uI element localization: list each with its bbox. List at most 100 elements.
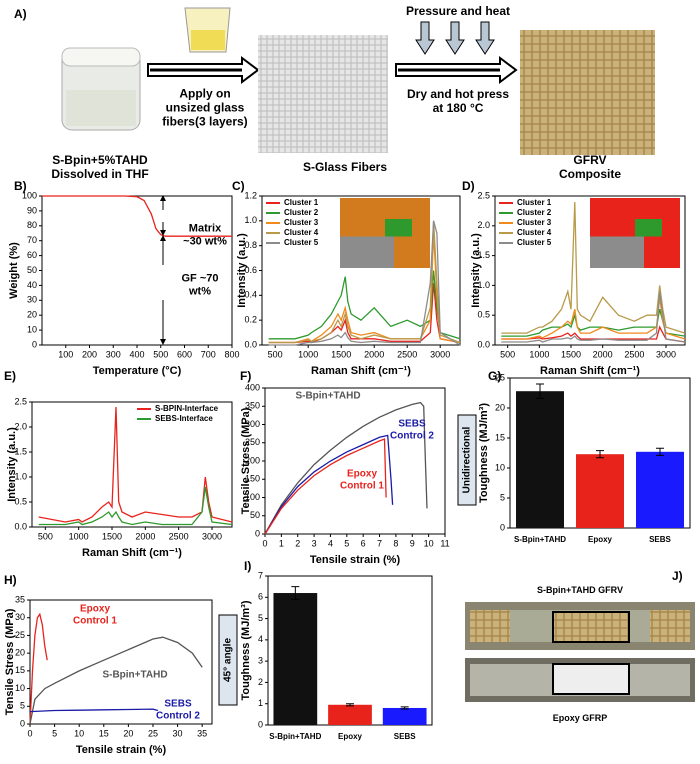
series-line [268,270,461,340]
x-tick-label: 200 [82,349,97,359]
x-tick-label: 2500 [624,349,644,359]
x-axis-label: Tensile strain (%) [76,744,167,756]
inset-map [385,219,412,237]
x-tick-label: 2500 [169,531,189,541]
y-tick-label: 1.2 [244,190,257,200]
y-tick-label: 0.4 [244,290,257,300]
x-tick-label: 500 [500,349,515,359]
x-tick-label: 9 [410,538,415,548]
caption: S-Glass Fibers [302,160,388,175]
y-tick-label: 1 [258,698,263,708]
y-tick-label: 0.5 [477,310,490,320]
panel-label: F) [240,369,252,383]
x-tick-label: 3000 [202,531,222,541]
x-tick-label: SEBS [394,732,416,741]
x-tick-label: 0 [262,538,267,548]
y-tick-label: 0.0 [477,339,490,349]
x-tick-label: 3000 [430,349,450,359]
plot-frame [29,599,213,725]
y-tick-label: 400 [245,382,260,392]
x-tick-label: 1500 [331,349,351,359]
y-axis-label: Toughness (MJ/m³) [240,600,252,700]
y-tick-label: 20 [495,402,505,412]
series-label: SEBS Control 2 [390,418,434,442]
y-tick-label: 250 [245,437,260,447]
y-tick-label: 20 [15,648,25,658]
y-tick-label: 100 [245,492,260,502]
series-line [29,612,48,725]
x-tick-label: 30 [173,728,183,738]
series-label: SEBS Control 2 [156,698,200,722]
panel-j-photo [465,602,695,702]
series-line [501,291,686,343]
panel-label: H) [4,573,17,587]
x-tick-label: S-Bpin+TAHD [269,732,321,741]
series-line [38,486,233,526]
x-tick-label: 1000 [529,349,549,359]
bar [576,454,624,528]
plot-frame [264,387,446,535]
y-tick-label: 2.0 [477,220,490,230]
error-bar [346,703,354,707]
x-tick-label: 500 [38,531,53,541]
annotation: Unidirectional [461,426,473,494]
annotation-box [457,414,477,506]
bar [328,704,372,725]
x-tick-label: 10 [74,728,84,738]
y-tick-label: 50 [250,510,260,520]
x-tick-label: 500 [268,349,283,359]
y-tick-label: 2 [258,677,263,687]
x-tick-label: 5 [52,728,57,738]
panel-label: I) [244,559,252,573]
x-tick-label: 3000 [656,349,676,359]
x-tick-label: 11 [440,538,449,548]
x-tick-label: Epoxy [588,535,613,544]
y-axis-label: Intensity (a.u.) [6,427,18,502]
y-tick-label: 10 [15,683,25,693]
series-line [268,282,461,344]
legend-label: Cluster 1 [517,198,552,207]
x-tick-label: 1500 [561,349,581,359]
bar [273,593,318,725]
x-tick-label: 1000 [298,349,318,359]
panel-a-illustration [61,7,655,155]
y-tick-label: 10 [495,462,505,472]
x-tick-label: 35 [197,728,207,738]
legend-label: SEBS-Interface [155,414,213,423]
legend-label: Cluster 5 [517,238,552,247]
series-line [264,401,428,535]
x-tick-label: 6 [361,538,366,548]
y-tick-label: 5 [20,701,25,711]
y-tick-label: 10 [27,324,37,334]
annotation: GF ~70 wt% [181,272,219,297]
y-tick-label: 25 [15,630,25,640]
x-tick-label: 3 [312,538,317,548]
y-tick-label: 5 [258,613,263,623]
y-tick-label: 0 [258,719,263,729]
y-tick-label: 60 [27,250,37,260]
x-tick-label: 10 [424,538,434,548]
x-tick-label: 0 [27,728,32,738]
series-label: Epoxy Control 1 [73,603,117,627]
y-tick-label: 2.5 [477,190,490,200]
caption: S-Bpin+5%TAHD Dissolved in THF [51,153,149,181]
x-tick-label: 7 [377,538,382,548]
y-axis-label: Toughness (MJ/m³) [478,403,490,503]
x-tick-label: 15 [99,728,109,738]
series-line [264,434,394,535]
plot-frame [31,401,233,528]
x-tick-label: 2500 [397,349,417,359]
panel-label: E) [4,369,16,383]
x-tick-label: 1500 [102,531,122,541]
plot-frame [41,195,233,346]
x-tick-label: 1000 [69,531,89,541]
x-tick-label: 800 [224,349,239,359]
y-tick-label: 0 [32,339,37,349]
y-tick-label: 50 [27,265,37,275]
panel-label: C) [232,179,245,193]
x-tick-label: 4 [328,538,333,548]
legend-label: Cluster 4 [517,228,552,237]
y-axis-label: Weight (%) [8,242,20,299]
